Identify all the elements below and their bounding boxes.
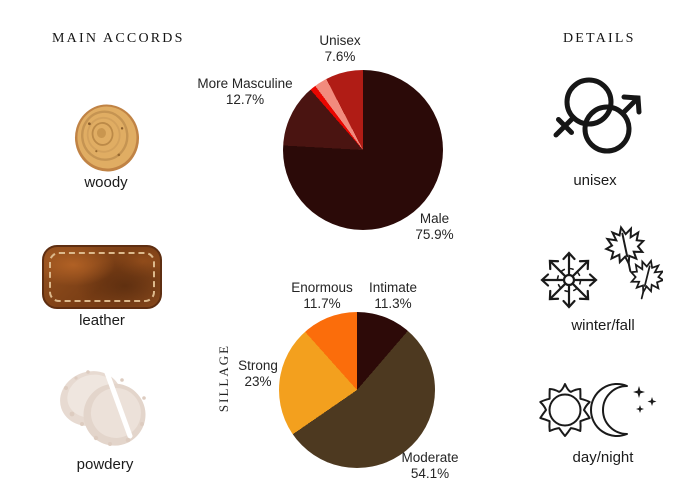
powder-swatch-image [60, 367, 146, 446]
sillage-pie-label-strong: Strong 23% [238, 358, 278, 389]
gender-pie-chart [283, 70, 443, 230]
gender-pie-label-unisex: Unisex 7.6% [319, 33, 361, 64]
leather-patch-image [42, 245, 162, 309]
sparkle-stars [633, 386, 657, 413]
sillage-pie-label-intimate: Intimate 11.3% [368, 280, 418, 311]
detail-label-winter-fall: winter/fall [571, 317, 635, 334]
sun-and-moon-icon [539, 383, 657, 437]
sillage-pie-label-enormous: Enormous 11.7% [291, 280, 353, 311]
sillage-pie-chart [279, 312, 435, 468]
gender-pie-label-male: Male 75.9% [415, 211, 454, 242]
accord-label-woody: woody [84, 174, 128, 191]
gender-pie-label-more-masculine: More Masculine 12.7% [197, 76, 293, 107]
accord-label-leather: leather [79, 312, 125, 329]
gender-unisex-icon [553, 77, 642, 154]
detail-label-unisex: unisex [573, 172, 617, 189]
sun-rays [539, 383, 591, 437]
details-header: DETAILS [563, 31, 636, 46]
snowflake-and-maple-leaves-icon [540, 222, 663, 309]
sillage-pie-label-moderate: Moderate 54.1% [401, 450, 459, 481]
moon-crescent [590, 383, 628, 437]
sun-core [548, 393, 582, 427]
detail-label-day-night: day/night [572, 449, 634, 466]
main-accords-header: MAIN ACCORDS [52, 31, 185, 46]
accord-label-powdery: powdery [76, 456, 134, 473]
wood-slice-image [74, 104, 140, 172]
